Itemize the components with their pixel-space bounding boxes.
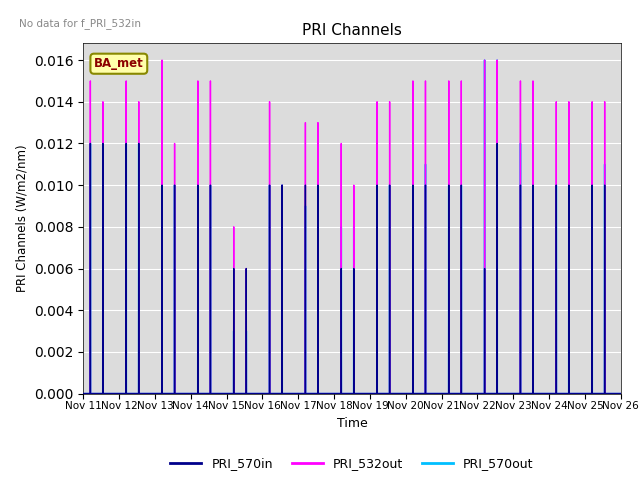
X-axis label: Time: Time (337, 417, 367, 430)
Legend: PRI_570in, PRI_532out, PRI_570out: PRI_570in, PRI_532out, PRI_570out (165, 452, 539, 475)
Y-axis label: PRI Channels (W/m2/nm): PRI Channels (W/m2/nm) (15, 144, 28, 292)
Text: No data for f_PRI_532in: No data for f_PRI_532in (19, 18, 141, 29)
Text: BA_met: BA_met (94, 57, 144, 70)
Title: PRI Channels: PRI Channels (302, 23, 402, 38)
